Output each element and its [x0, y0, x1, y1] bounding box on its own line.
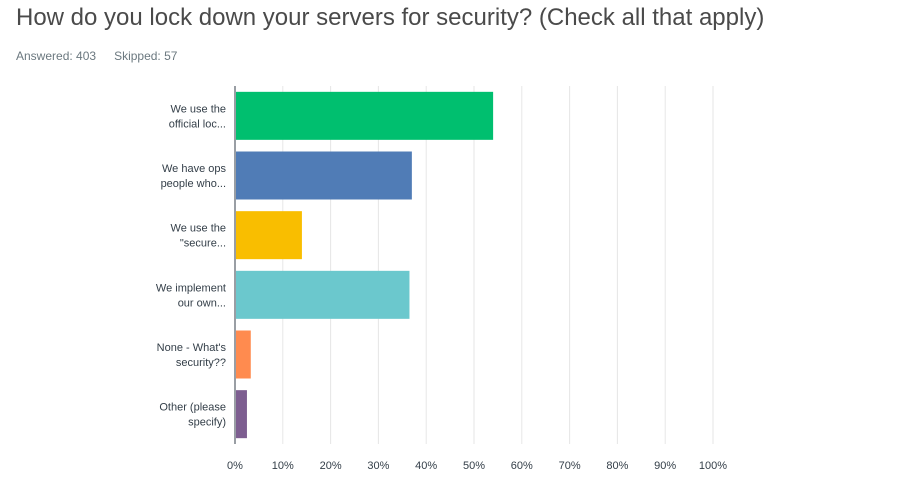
x-tick-label: 70%: [559, 460, 581, 472]
bar: [236, 211, 302, 260]
category-label: We use the: [171, 103, 226, 115]
bar: [236, 330, 251, 379]
skipped-count: Skipped: 57: [114, 49, 178, 63]
x-tick-label: 40%: [415, 460, 437, 472]
response-stats: Answered: 403 Skipped: 57: [16, 48, 177, 64]
category-label: "secure...: [180, 238, 226, 250]
x-tick-label: 60%: [511, 460, 533, 472]
bar: [236, 390, 247, 439]
category-label: We implement: [156, 282, 226, 294]
category-label: security??: [176, 357, 226, 369]
bar: [236, 270, 410, 319]
x-tick-label: 0%: [227, 460, 243, 472]
bar: [236, 91, 494, 140]
x-tick-label: 10%: [272, 460, 294, 472]
x-tick-label: 90%: [654, 460, 676, 472]
category-label: people who...: [161, 178, 226, 190]
category-label: official loc...: [169, 118, 226, 130]
x-tick-label: 100%: [699, 460, 727, 472]
category-label: our own...: [178, 297, 226, 309]
category-label: specify): [188, 417, 226, 429]
category-label: None - What's: [157, 342, 227, 354]
category-label: We have ops: [162, 163, 227, 175]
bar: [236, 151, 412, 200]
x-tick-label: 50%: [463, 460, 485, 472]
x-tick-label: 20%: [320, 460, 342, 472]
x-tick-label: 80%: [606, 460, 628, 472]
question-title: How do you lock down your servers for se…: [16, 4, 765, 31]
category-label: Other (please: [159, 402, 226, 414]
x-tick-label: 30%: [367, 460, 389, 472]
answered-count: Answered: 403: [16, 49, 97, 63]
category-label: We use the: [171, 223, 226, 235]
